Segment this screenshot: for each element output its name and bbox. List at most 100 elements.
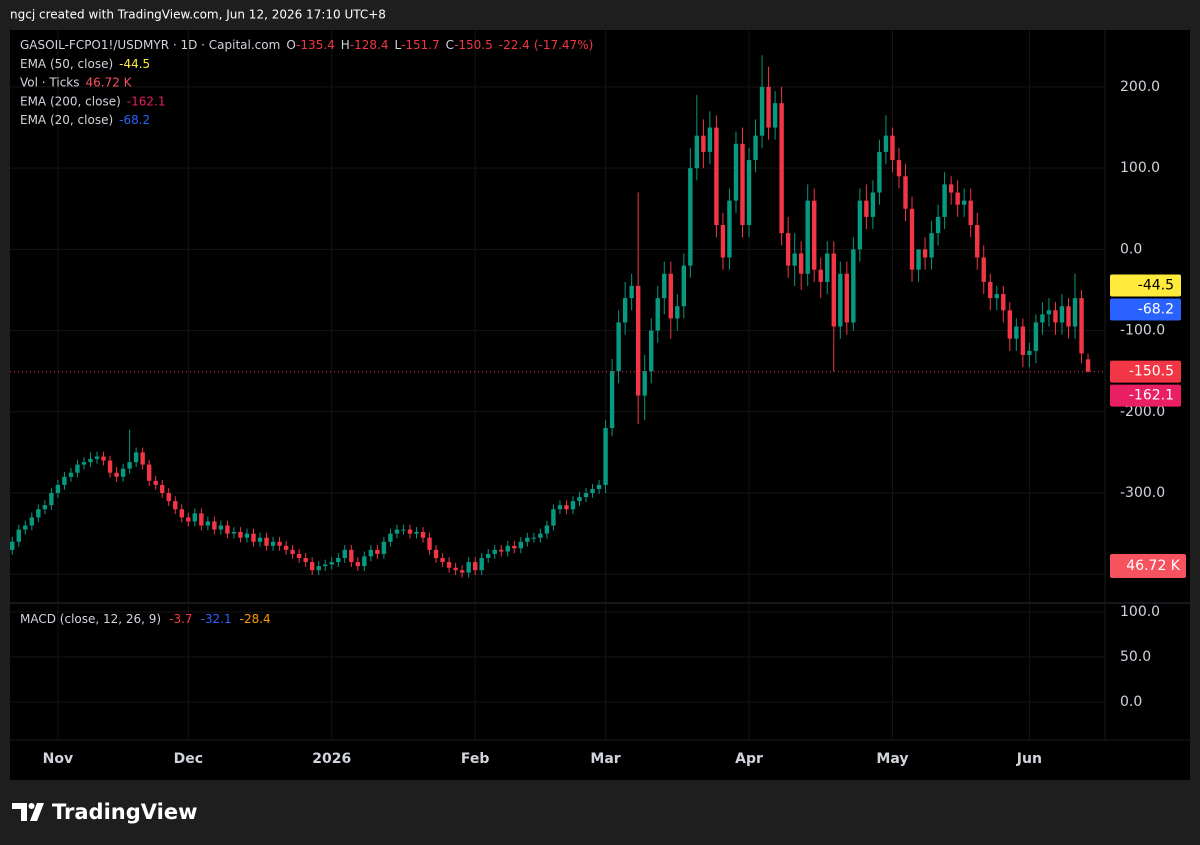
legend-indicator: Vol · Ticks 46.72 K [20,75,133,89]
legend-main-part: H [341,38,350,52]
legend-macd-part: -3.7 [169,612,192,626]
candle-body [433,549,439,559]
candle-body [133,452,139,463]
candle-body [851,249,856,323]
candle-body [75,464,80,473]
legend-main-part: O [286,38,296,52]
x-tick-label: Jun [1016,751,1042,767]
candle-body [1079,298,1084,354]
candle-body [1059,306,1065,323]
candle-body [512,545,517,549]
candle-body [688,168,693,266]
candle-body [590,488,595,494]
candle-body [114,472,119,477]
candle-body [303,558,308,563]
candle-body [1007,310,1013,339]
candle-body [753,135,758,161]
candle-body [1014,326,1019,339]
candle-body [368,549,374,557]
candle-body [759,86,765,136]
candle-body [166,493,171,502]
candle-body [792,253,797,266]
candle-body [746,160,752,226]
macd-tick-label: 0.0 [1120,694,1142,710]
candle-body [988,281,993,299]
candle-body [486,553,491,559]
candle-body [531,537,537,539]
candle-body [662,273,667,299]
candle-body [844,273,850,323]
candle-body [459,570,465,573]
legend-indicator-part: EMA (50, close) [20,57,113,71]
logo-dot [28,803,35,809]
candle-body [525,537,530,542]
candle-body [492,549,497,554]
candle-body [277,541,282,546]
legend-main-part: C [446,38,454,52]
brand: TradingView [52,800,197,824]
candle-body [903,176,908,209]
candle-body [49,493,54,506]
candle-body [127,462,132,469]
candle-body [29,517,35,526]
candle-body [916,249,921,270]
candle-body [407,529,413,534]
candle-body [727,200,732,258]
candle-body [244,533,250,538]
legend-macd-part: -32.1 [201,612,232,626]
legend-indicator: EMA (200, close) -162.1 [20,94,165,108]
candle-body [733,143,739,201]
candle-body [231,532,237,534]
candle-body [466,562,471,573]
candle-body [642,371,647,396]
candle-body [55,484,61,494]
candle-body [583,493,589,498]
candle-body [16,529,21,542]
candle-body [707,127,713,152]
candle-body [251,533,256,542]
candle-body [838,273,843,327]
macd-tick-label: 50.0 [1120,649,1151,665]
candle-body [101,456,106,461]
candle-body [505,545,510,552]
candle-body [342,549,347,559]
legend-main-part: L [395,38,402,52]
candle-body [316,566,321,571]
candle-body [1033,322,1039,351]
header: ngcj created with TradingView.com, Jun 1… [10,8,386,22]
candle-body [818,269,823,282]
candle-body [453,567,458,571]
legend-indicator-part: -68.2 [119,113,150,127]
candle-body [1072,298,1078,327]
candle-body [427,537,432,550]
y-tick-label: 0.0 [1120,241,1142,257]
candle-body [766,86,771,128]
legend-indicator: EMA (50, close) -44.5 [20,57,150,71]
logo: TradingView [12,800,197,824]
candle-body [88,458,93,463]
candle-body [23,525,28,530]
candle-body [975,225,980,258]
candle-body [518,541,524,549]
legend-indicator: EMA (20, close) -68.2 [20,113,150,127]
price-label: -68.2 [1138,302,1174,318]
price-label: -162.1 [1129,388,1174,404]
candle-body [616,322,621,372]
candle-body [290,549,295,554]
legend-indicator-part: Vol · Ticks [20,75,80,89]
candle-body [968,200,973,226]
candle-body [694,135,700,169]
candle-body [557,505,563,510]
legend-macd-part: MACD (close, 12, 26, 9) [20,612,161,626]
candle-body [381,541,387,554]
candle-body [798,253,804,274]
candle-body [1046,310,1052,315]
legend-main-part: -135.4 [296,38,335,52]
legend-macd: MACD (close, 12, 26, 9) -3.7 -32.1 -28.4 [20,612,271,626]
candle-body [812,200,817,270]
candle-body [186,517,191,522]
candle-body [635,285,641,396]
candle-body [420,532,426,538]
candle-body [675,306,680,319]
candle-body [544,525,550,534]
